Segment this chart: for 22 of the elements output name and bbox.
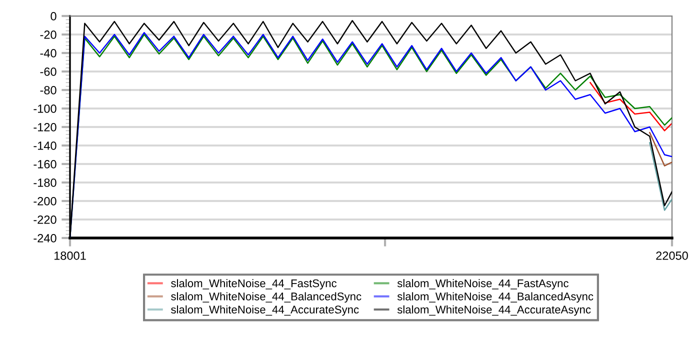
legend-label: slalom_WhiteNoise_44_BalancedSync <box>171 292 362 303</box>
legend-label: slalom_WhiteNoise_44_AccurateSync <box>171 305 359 316</box>
y-tick-label: 0 <box>50 12 56 20</box>
y-tick-label: -180 <box>34 178 56 187</box>
legend-label: slalom_WhiteNoise_44_AccurateAsync <box>397 305 591 316</box>
y-tick-label: -160 <box>34 160 56 168</box>
legend-label: slalom_WhiteNoise_44_BalancedAsync <box>397 292 594 303</box>
y-tick-label: -100 <box>34 104 56 113</box>
y-tick-label: -220 <box>34 216 56 224</box>
legend-label: slalom_WhiteNoise_44_FastAsync <box>397 279 568 290</box>
legend-label: slalom_WhiteNoise_44_FastSync <box>171 279 337 290</box>
y-tick-label: -80 <box>40 86 56 94</box>
y-tick-label: -40 <box>40 49 56 58</box>
y-tick-label: -200 <box>34 197 56 206</box>
y-tick-label: -140 <box>34 142 56 150</box>
y-tick-label: -240 <box>34 234 56 242</box>
y-tick-label: -60 <box>40 68 56 76</box>
x-tick-label: 18001 <box>54 252 86 260</box>
y-tick-label: -120 <box>34 123 56 132</box>
line-series <box>590 82 672 132</box>
x-tick-label: 22050 <box>656 252 688 260</box>
y-tick-label: -20 <box>40 30 56 39</box>
